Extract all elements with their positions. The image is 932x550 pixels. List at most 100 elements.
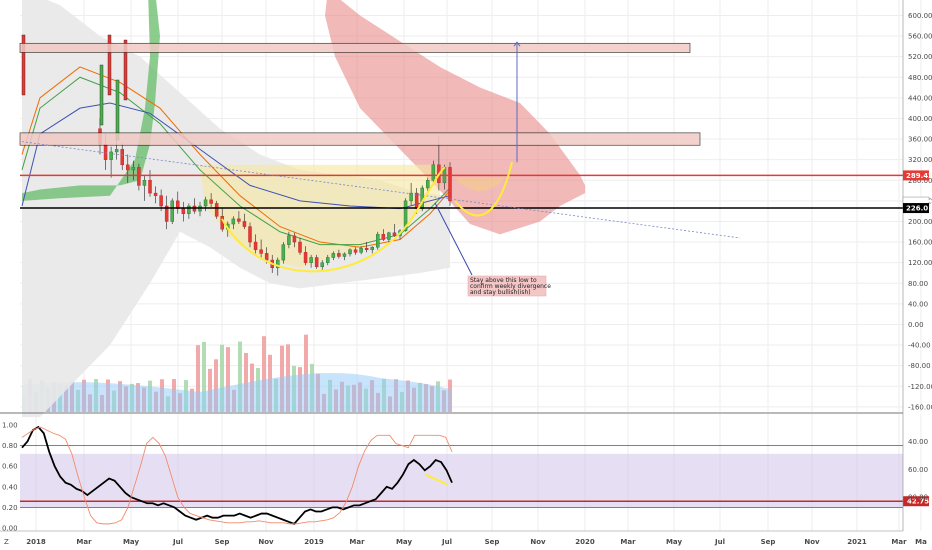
x-tick-label: May	[396, 538, 412, 546]
trendline	[21, 141, 741, 239]
candle-body	[431, 164, 436, 181]
x-tick-label: Sep	[761, 538, 776, 546]
candle-body	[348, 249, 352, 255]
candle-body	[292, 235, 297, 243]
x-tick-label: 2018	[26, 538, 46, 546]
volume-bar	[214, 359, 218, 412]
candle-body	[409, 192, 413, 202]
candle-body	[264, 253, 269, 261]
candle-body	[21, 34, 26, 96]
volume-histogram	[22, 334, 452, 412]
candle-body	[187, 205, 191, 214]
candle-body	[281, 244, 286, 261]
y-tick-label: 160.00	[908, 239, 932, 247]
candle-body	[248, 226, 252, 243]
y-tick-label: 0.00	[908, 321, 924, 329]
osc-right-tick: 80.00	[908, 494, 928, 502]
x-tick-label: Jul	[441, 538, 452, 546]
osc-left-tick: 0.00	[2, 525, 18, 533]
projection-curve	[454, 161, 513, 217]
price-tag-label: 289.42	[906, 172, 932, 180]
candle-body	[103, 143, 108, 160]
y-tick-label: 120.00	[908, 259, 932, 267]
candle-body	[303, 252, 308, 263]
osc-left-tick: 0.60	[2, 463, 18, 471]
candle-body	[107, 34, 112, 96]
y-tick-label: 440.00	[908, 94, 932, 102]
osc-left-tick: 1.00	[2, 422, 18, 430]
drawings	[19, 41, 903, 276]
candle-body	[137, 167, 141, 186]
price-tag	[903, 170, 929, 181]
candle-body	[359, 247, 363, 253]
cup-curve	[221, 166, 446, 273]
y-tick-label: 80.00	[908, 280, 928, 288]
timezone-label: Z	[4, 538, 9, 546]
candle-body	[164, 205, 169, 222]
candle-body	[326, 257, 330, 263]
candle-body	[314, 257, 319, 268]
price-tag-label: 237.69	[906, 199, 932, 207]
osc-left-tick: 0.80	[2, 442, 18, 450]
volume-bar	[244, 352, 248, 412]
candle-body	[342, 253, 347, 257]
x-tick-label: Mar	[76, 538, 92, 546]
candle-body	[131, 167, 136, 171]
volume-bar	[262, 336, 266, 412]
x-tick-label: Mar	[620, 538, 636, 546]
y-tick-label: 520.00	[908, 53, 932, 61]
oscillator-series-black	[21, 425, 453, 525]
y-tick-label: 560.00	[908, 33, 932, 41]
osc-left-tick: 0.40	[2, 483, 18, 491]
y-tick-label: 360.00	[908, 136, 932, 144]
candle-body	[426, 180, 430, 189]
x-tick-label: Mar	[891, 538, 907, 546]
volume-bar	[196, 345, 200, 412]
candle-body	[381, 234, 386, 240]
volume-ma	[22, 372, 452, 412]
candle-body	[123, 39, 128, 101]
candle-body	[331, 253, 336, 258]
oscillator-series-orange	[21, 426, 453, 525]
volume-bar	[238, 341, 242, 412]
x-tick-label: Nov	[258, 538, 274, 546]
y-tick-label: -80.00	[908, 362, 931, 370]
osc-right-tick: 40.00	[908, 438, 928, 446]
y-tick-label: 600.00	[908, 12, 932, 20]
x-tick-label: Nov	[804, 538, 820, 546]
candle-body	[242, 221, 247, 227]
candle-body	[203, 199, 208, 207]
candle-body	[370, 246, 374, 251]
x-tick-label: Nov	[530, 538, 546, 546]
ma-blue	[21, 102, 451, 210]
candle-body	[170, 200, 174, 222]
candle-body	[114, 149, 119, 153]
price-tag	[903, 203, 929, 214]
y-tick-label: 320.00	[908, 156, 932, 164]
x-tick-label: Jul	[714, 538, 725, 546]
volume-bar	[226, 347, 230, 412]
cup-shading	[200, 164, 440, 268]
pointer-arrow	[434, 202, 473, 276]
y-tick-label: -160.00	[908, 403, 932, 411]
resistance-zone	[19, 42, 691, 53]
annotation-line-3: and stay bullish(ish)	[470, 289, 531, 296]
candle-body	[320, 262, 324, 268]
candle-body	[153, 192, 158, 196]
candle-body	[414, 192, 419, 209]
x-tick-label: Mar	[349, 538, 365, 546]
candle-body	[364, 247, 369, 251]
volume-bar	[304, 334, 308, 412]
candle-body	[142, 180, 147, 186]
osc-right-tick: 60.00	[908, 466, 928, 474]
candle-body	[259, 249, 263, 254]
osc-left-tick: 0.20	[2, 504, 18, 512]
candle-body	[214, 203, 219, 217]
candle-body	[115, 79, 120, 141]
x-tick-label: May	[123, 538, 139, 546]
candle-body	[159, 195, 163, 207]
candle-body	[120, 149, 124, 166]
candle-body	[276, 259, 280, 269]
price-tag-label: 226.01	[906, 205, 932, 213]
